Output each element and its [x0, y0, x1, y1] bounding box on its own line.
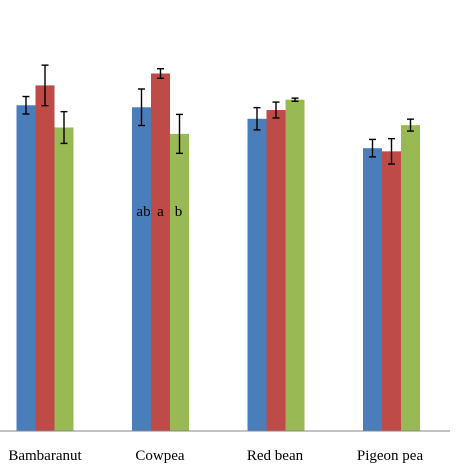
bar-bambaranut-series-3 [54, 127, 74, 431]
error-bar-pigeon-pea-series-2 [388, 137, 395, 165]
error-bar-red-bean-series-3 [291, 97, 299, 102]
error-bar-bambaranut-series-1 [22, 95, 30, 115]
error-bar-cowpea-series-3 [176, 113, 183, 155]
error-bars-layer [22, 64, 414, 165]
error-bar-cowpea-series-2 [157, 68, 164, 79]
bar-cowpea-series-1 [132, 107, 151, 432]
bar-bambaranut-series-2 [35, 85, 55, 432]
x-tick-label-red-bean: Red bean [247, 448, 304, 464]
significance-label-cowpea-series-3: b [175, 204, 183, 220]
x-tick-label-cowpea: Cowpea [135, 448, 184, 464]
significance-label-cowpea-series-1: ab [136, 204, 150, 220]
x-tick-label-bambaranut: Bambaranut [8, 448, 82, 464]
annotation-layer: ab a b [136, 204, 182, 220]
significance-label-cowpea-series-2: a [157, 204, 164, 220]
bar-red-bean-series-1 [247, 118, 267, 432]
bar-red-bean-series-3 [285, 99, 305, 431]
bar-cowpea-series-2 [151, 73, 170, 432]
bar-cowpea-series-3 [170, 133, 189, 431]
bars-layer [16, 73, 420, 432]
bar-pigeon-pea-series-3 [401, 125, 420, 432]
bar-pigeon-pea-series-2 [382, 151, 401, 431]
error-bar-pigeon-pea-series-1 [369, 138, 376, 158]
error-bar-bambaranut-series-3 [60, 110, 68, 145]
bar-bambaranut-series-1 [16, 105, 36, 432]
bar-pigeon-pea-series-1 [363, 148, 382, 431]
error-bar-red-bean-series-2 [272, 101, 280, 119]
error-bar-bambaranut-series-2 [41, 64, 49, 107]
x-tick-label-pigeon-pea: Pigeon pea [357, 448, 424, 464]
bar-red-bean-series-2 [266, 110, 286, 431]
error-bar-pigeon-pea-series-3 [407, 118, 414, 132]
error-bar-red-bean-series-1 [253, 106, 261, 131]
category-labels-layer: Bambaranut Cowpea Red bean Pigeon pea [8, 448, 423, 464]
error-bar-cowpea-series-1 [138, 88, 145, 127]
